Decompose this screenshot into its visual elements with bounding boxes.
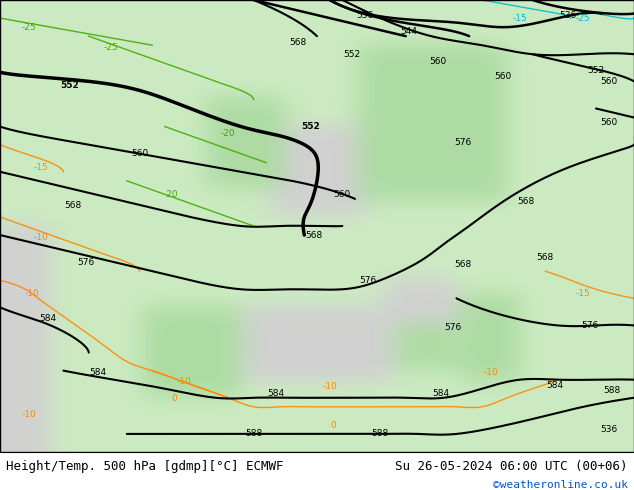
Text: -10: -10 bbox=[484, 368, 499, 377]
Text: 552: 552 bbox=[60, 81, 79, 90]
Text: 584: 584 bbox=[546, 381, 564, 390]
Text: 544: 544 bbox=[401, 27, 417, 36]
Text: 588: 588 bbox=[245, 429, 262, 439]
Text: 568: 568 bbox=[536, 253, 554, 262]
Text: 584: 584 bbox=[267, 389, 285, 398]
Text: 576: 576 bbox=[77, 258, 94, 267]
Text: 560: 560 bbox=[429, 56, 446, 66]
Text: -15: -15 bbox=[576, 289, 591, 298]
Text: 536: 536 bbox=[600, 425, 618, 434]
Text: -10: -10 bbox=[322, 382, 337, 391]
Text: -20: -20 bbox=[164, 190, 179, 199]
Text: -10: -10 bbox=[21, 411, 36, 419]
Text: 576: 576 bbox=[454, 138, 472, 147]
Text: 552: 552 bbox=[587, 66, 605, 74]
Text: 576: 576 bbox=[359, 276, 377, 285]
Text: Su 26-05-2024 06:00 UTC (00+06): Su 26-05-2024 06:00 UTC (00+06) bbox=[395, 460, 628, 473]
Text: -25: -25 bbox=[21, 23, 36, 32]
Text: 584: 584 bbox=[432, 389, 450, 398]
Text: -10: -10 bbox=[176, 377, 191, 387]
Text: 0: 0 bbox=[330, 421, 336, 430]
Text: -25: -25 bbox=[576, 15, 591, 24]
Text: ©weatheronline.co.uk: ©weatheronline.co.uk bbox=[493, 480, 628, 490]
Text: 552: 552 bbox=[343, 50, 361, 59]
Text: 568: 568 bbox=[454, 260, 472, 269]
Text: 560: 560 bbox=[600, 77, 618, 86]
Text: 588: 588 bbox=[372, 429, 389, 439]
Text: 536: 536 bbox=[559, 11, 576, 20]
Text: 568: 568 bbox=[289, 38, 307, 48]
Text: 560: 560 bbox=[494, 73, 512, 81]
Text: 560: 560 bbox=[131, 149, 148, 158]
Text: -15: -15 bbox=[34, 163, 49, 172]
Text: 568: 568 bbox=[64, 201, 82, 210]
Text: 568: 568 bbox=[517, 196, 535, 206]
Text: -25: -25 bbox=[103, 43, 119, 52]
Text: -10: -10 bbox=[24, 289, 39, 298]
Text: 584: 584 bbox=[39, 314, 56, 323]
Text: 552: 552 bbox=[301, 122, 320, 131]
Text: 584: 584 bbox=[89, 368, 107, 377]
Text: -15: -15 bbox=[512, 15, 527, 24]
Text: 576: 576 bbox=[444, 323, 462, 332]
Text: -20: -20 bbox=[221, 129, 236, 138]
Text: 576: 576 bbox=[581, 321, 598, 330]
Text: 568: 568 bbox=[305, 230, 323, 240]
Text: Height/Temp. 500 hPa [gdmp][°C] ECMWF: Height/Temp. 500 hPa [gdmp][°C] ECMWF bbox=[6, 460, 284, 473]
Text: 0: 0 bbox=[171, 394, 178, 403]
Text: 536: 536 bbox=[356, 11, 373, 20]
Text: 588: 588 bbox=[603, 387, 621, 395]
Text: -10: -10 bbox=[34, 233, 49, 242]
Text: 560: 560 bbox=[600, 118, 618, 126]
Text: 560: 560 bbox=[333, 190, 351, 199]
